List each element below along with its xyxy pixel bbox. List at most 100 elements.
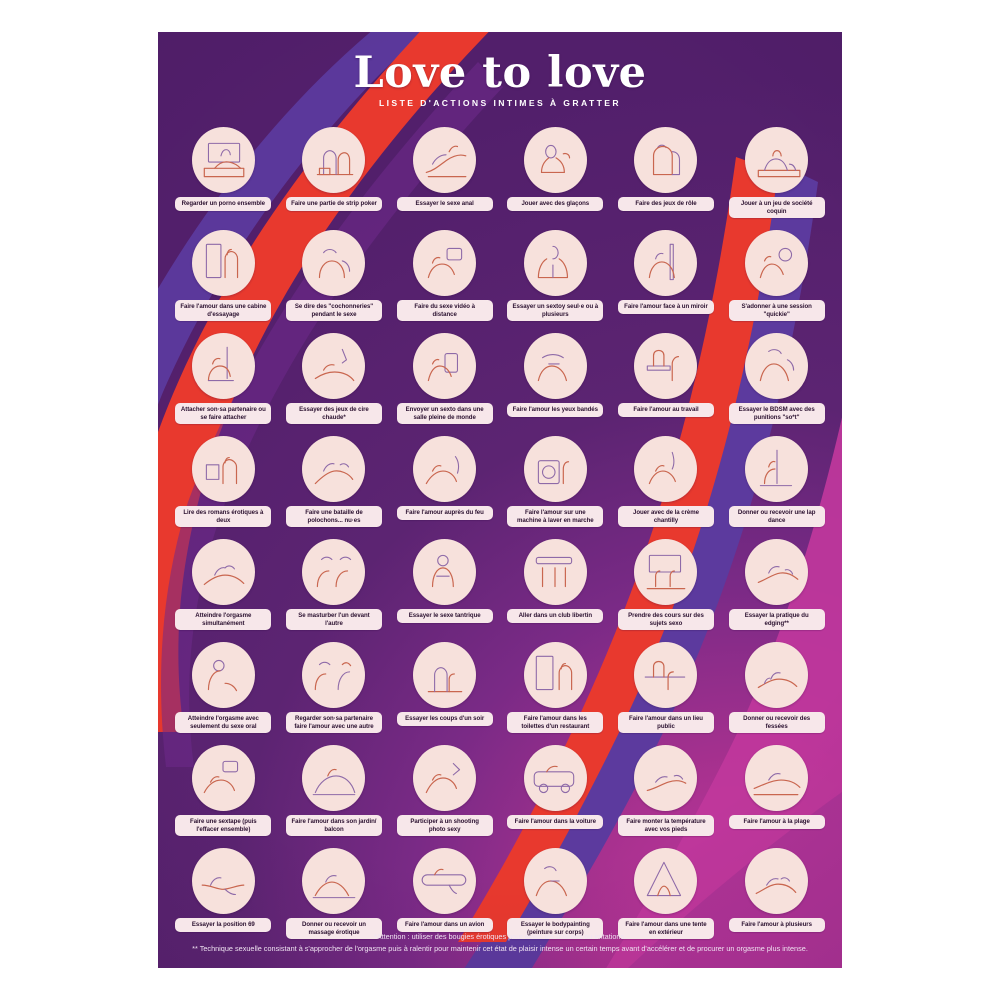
scratch-cell[interactable]: Donner ou recevoir des fessées: [721, 642, 832, 742]
mutual-icon[interactable]: [302, 539, 366, 605]
scratch-cell[interactable]: Essayer le sexe anal: [389, 127, 500, 227]
scratch-cell[interactable]: Donner ou recevoir une lap dance: [721, 436, 832, 536]
scratch-cell[interactable]: Regarder son·sa partenaire faire l'amour…: [279, 642, 390, 742]
one-night-icon[interactable]: [413, 642, 477, 708]
tv-bed-icon[interactable]: [191, 127, 255, 193]
scratch-cell[interactable]: Faire l'amour dans la voiture: [500, 745, 611, 845]
scratch-cell[interactable]: Envoyer un sexto dans une salle pleine d…: [389, 333, 500, 433]
scratch-cell[interactable]: Jouer à un jeu de société coquin: [721, 127, 832, 227]
washing-machine-icon[interactable]: [523, 436, 587, 502]
scratch-cell[interactable]: Aller dans un club libertin: [500, 539, 611, 639]
scratch-cell[interactable]: Faire l'amour dans un lieu public: [611, 642, 722, 742]
scratch-cell[interactable]: Se dire des "cochonneries" pendant le se…: [279, 230, 390, 330]
blindfold-icon[interactable]: [523, 333, 587, 399]
sextoy-icon[interactable]: [523, 230, 587, 296]
couple-lying-icon[interactable]: [413, 127, 477, 193]
sextape-icon[interactable]: [191, 745, 255, 811]
restroom-icon[interactable]: [523, 642, 587, 708]
oral-icon[interactable]: [191, 642, 255, 708]
photoshoot-icon[interactable]: [413, 745, 477, 811]
phone-sexting-icon[interactable]: [413, 333, 477, 399]
scratch-cell[interactable]: Participer à un shooting photo sexy: [389, 745, 500, 845]
video-call-icon[interactable]: [413, 230, 477, 296]
scratch-cell[interactable]: Faire l'amour dans une tente en extérieu…: [611, 848, 722, 948]
scratch-cell[interactable]: Essayer le sexe tantrique: [389, 539, 500, 639]
public-place-icon[interactable]: [634, 642, 698, 708]
scratch-cell[interactable]: Faire des jeux de rôle: [611, 127, 722, 227]
massage-icon[interactable]: [302, 848, 366, 914]
scratch-cell[interactable]: Donner ou recevoir un massage érotique: [279, 848, 390, 948]
spanking-icon[interactable]: [745, 642, 809, 708]
car-icon[interactable]: [523, 745, 587, 811]
scratch-cell[interactable]: Lire des romans érotiques à deux: [168, 436, 279, 536]
bdsm-icon[interactable]: [745, 333, 809, 399]
pillow-fight-icon[interactable]: [302, 436, 366, 502]
whipped-cream-icon[interactable]: [634, 436, 698, 502]
scratch-cell[interactable]: Atteindre l'orgasme simultanément: [168, 539, 279, 639]
scratch-cell[interactable]: Faire une bataille de polochons... nu·es: [279, 436, 390, 536]
group-icon[interactable]: [745, 848, 809, 914]
scratch-cell[interactable]: Faire l'amour sur une machine à laver en…: [500, 436, 611, 536]
scratch-cell[interactable]: Attacher son·sa partenaire ou se faire a…: [168, 333, 279, 433]
scratch-cell[interactable]: Faire une partie de strip poker: [279, 127, 390, 227]
fireplace-icon[interactable]: [413, 436, 477, 502]
edging-icon[interactable]: [745, 539, 809, 605]
classroom-icon[interactable]: [634, 539, 698, 605]
bodypaint-icon[interactable]: [523, 848, 587, 914]
card-game-icon[interactable]: [302, 127, 366, 193]
scratch-cell[interactable]: Atteindre l'orgasme avec seulement du se…: [168, 642, 279, 742]
mirror-icon[interactable]: [634, 230, 698, 296]
ice-cube-icon[interactable]: [523, 127, 587, 193]
scratch-cell[interactable]: Faire l'amour les yeux bandés: [500, 333, 611, 433]
tent-icon[interactable]: [634, 848, 698, 914]
scratch-cell-label: Faire l'amour dans les toilettes d'un re…: [507, 712, 604, 734]
scratch-cell[interactable]: Faire l'amour face à un miroir: [611, 230, 722, 330]
scratch-cell[interactable]: Essayer la position 69: [168, 848, 279, 948]
book-reading-icon[interactable]: [191, 436, 255, 502]
scratch-cell[interactable]: Jouer avec des glaçons: [500, 127, 611, 227]
scratch-cell[interactable]: Faire l'amour au travail: [611, 333, 722, 433]
airplane-icon[interactable]: [413, 848, 477, 914]
scratch-cell[interactable]: Faire l'amour à plusieurs: [721, 848, 832, 948]
scratch-cell[interactable]: Faire l'amour à la plage: [721, 745, 832, 845]
scratch-cell[interactable]: Faire monter la température avec vos pie…: [611, 745, 722, 845]
garden-icon[interactable]: [302, 745, 366, 811]
poster-header: Love to love LISTE D'ACTIONS INTIMES À G…: [158, 50, 842, 108]
board-game-icon[interactable]: [745, 127, 809, 193]
quickie-clock-icon[interactable]: [745, 230, 809, 296]
scratch-cell[interactable]: Essayer les coups d'un soir: [389, 642, 500, 742]
scratch-cell-label: Essayer le sexe anal: [396, 197, 493, 211]
scratch-cell[interactable]: Se masturber l'un devant l'autre: [279, 539, 390, 639]
whisper-icon[interactable]: [302, 230, 366, 296]
scratch-cell[interactable]: Jouer avec de la crème chantilly: [611, 436, 722, 536]
watching-icon[interactable]: [302, 642, 366, 708]
tantric-icon[interactable]: [413, 539, 477, 605]
scratch-cell[interactable]: Essayer le bodypainting (peinture sur co…: [500, 848, 611, 948]
office-desk-icon[interactable]: [634, 333, 698, 399]
scratch-cell[interactable]: Prendre des cours sur des sujets sexo: [611, 539, 722, 639]
scratch-cell[interactable]: Faire l'amour dans une cabine d'essayage: [168, 230, 279, 330]
scratch-cell[interactable]: Essayer le BDSM avec des punitions "so*t…: [721, 333, 832, 433]
scratch-cell[interactable]: Essayer un sextoy seul·e ou à plusieurs: [500, 230, 611, 330]
scratch-cell[interactable]: Essayer des jeux de cire chaude*: [279, 333, 390, 433]
simultaneous-icon[interactable]: [191, 539, 255, 605]
roleplay-icon[interactable]: [634, 127, 698, 193]
scratch-cell[interactable]: Faire une sextape (puis l'effacer ensemb…: [168, 745, 279, 845]
fitting-room-icon[interactable]: [191, 230, 255, 296]
scratch-cell[interactable]: Faire l'amour dans un avion: [389, 848, 500, 948]
sixtynine-icon[interactable]: [191, 848, 255, 914]
scratch-cell[interactable]: Regarder un porno ensemble: [168, 127, 279, 227]
beach-icon[interactable]: [745, 745, 809, 811]
hot-wax-icon[interactable]: [302, 333, 366, 399]
scratch-cell[interactable]: Essayer la pratique du edging**: [721, 539, 832, 639]
scratch-cell-label: Donner ou recevoir un massage érotique: [285, 918, 382, 940]
lap-dance-icon[interactable]: [745, 436, 809, 502]
feet-icon[interactable]: [634, 745, 698, 811]
scratch-cell[interactable]: Faire du sexe vidéo à distance: [389, 230, 500, 330]
scratch-cell[interactable]: Faire l'amour dans son jardin/ balcon: [279, 745, 390, 845]
bondage-chair-icon[interactable]: [191, 333, 255, 399]
club-icon[interactable]: [523, 539, 587, 605]
scratch-cell[interactable]: Faire l'amour auprès du feu: [389, 436, 500, 536]
scratch-cell[interactable]: Faire l'amour dans les toilettes d'un re…: [500, 642, 611, 742]
scratch-cell[interactable]: S'adonner à une session "quickie": [721, 230, 832, 330]
